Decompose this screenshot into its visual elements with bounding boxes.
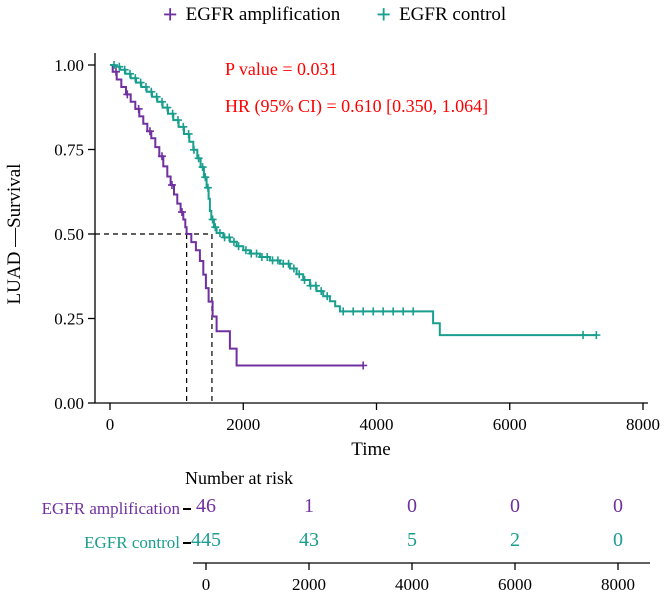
risk-row-label: EGFR control	[84, 533, 180, 552]
y-axis-title: LUAD —Survival	[4, 164, 25, 305]
risk-count: 0	[613, 495, 623, 517]
risk-count: 0	[613, 529, 623, 551]
legend-item-control: + EGFR control	[376, 0, 507, 29]
risk-count: 445	[191, 529, 221, 551]
risk-x-tick-label: 2000	[292, 575, 326, 594]
risk-count: 0	[510, 495, 520, 517]
x-tick-label: 2000	[226, 415, 260, 434]
p-value-annotation: P value = 0.031	[225, 59, 337, 79]
risk-x-tick-label: 0	[202, 575, 211, 594]
risk-count: 43	[299, 529, 319, 551]
risk-row-control: EGFR control 445 43 5 2 0	[0, 529, 669, 555]
x-axis-title: Time	[351, 439, 390, 460]
legend-label: EGFR control	[399, 4, 507, 25]
x-tick-label: 6000	[493, 415, 527, 434]
risk-table: Number at risk EGFR amplification 46 1 0 0 0 E…	[0, 468, 669, 612]
x-tick-label: 8000	[626, 415, 660, 434]
risk-count: 5	[407, 529, 417, 551]
risk-table-title: Number at risk	[185, 468, 293, 488]
risk-row-tick	[183, 508, 191, 510]
legend-item-amplification: + EGFR amplification	[162, 0, 341, 29]
risk-count: 1	[304, 495, 314, 517]
x-tick-label: 0	[106, 415, 115, 434]
x-tick-label: 4000	[360, 415, 394, 434]
risk-count: 46	[196, 495, 216, 517]
risk-count: 0	[407, 495, 417, 517]
legend: + EGFR amplification + EGFR control	[0, 0, 669, 30]
legend-key-cross-icon: +	[162, 0, 178, 29]
chart-plot-area: 1.00 0.75 0.50 0.25 0.00 0 2000 4000 6000 8000	[54, 53, 660, 434]
legend-label: EGFR amplification	[185, 4, 341, 25]
y-tick-label: 0.75	[54, 141, 84, 160]
survival-chart: 1.00 0.75 0.50 0.25 0.00 0 2000 4000 6000 8000 P …	[4, 53, 660, 460]
risk-row-tick	[183, 542, 191, 544]
km-curve-amplification	[110, 64, 364, 367]
risk-row-amplification: EGFR amplification 46 1 0 0 0	[0, 495, 669, 521]
risk-x-tick-label: 8000	[601, 575, 635, 594]
risk-table-axis: 0 2000 4000 6000 8000	[193, 562, 650, 594]
y-tick-label: 0.25	[54, 310, 84, 329]
risk-count: 2	[510, 529, 520, 551]
y-tick-label: 0.50	[54, 225, 84, 244]
risk-x-tick-label: 6000	[498, 575, 532, 594]
y-tick-label: 1.00	[54, 56, 84, 75]
y-tick-label: 0.00	[54, 394, 84, 413]
risk-row-label: EGFR amplification	[41, 499, 180, 518]
risk-x-tick-label: 4000	[395, 575, 429, 594]
hr-annotation: HR (95% CI) = 0.610 [0.350, 1.064]	[225, 96, 488, 117]
legend-key-cross-icon: +	[376, 0, 392, 29]
